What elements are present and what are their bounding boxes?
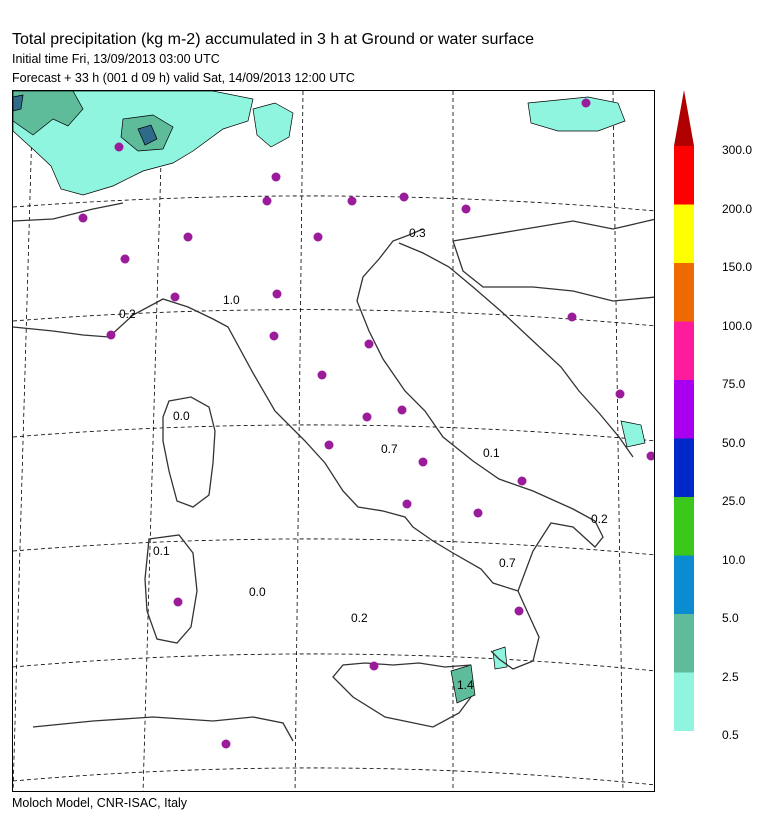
station-marker	[106, 330, 116, 340]
station-marker	[313, 232, 323, 242]
colorbar-label: 100.0	[722, 318, 753, 333]
station-marker	[221, 739, 231, 749]
precip-value-label: 0.7	[381, 442, 398, 456]
colorbar-segment	[674, 438, 694, 497]
station-marker	[170, 292, 180, 302]
station-marker	[399, 192, 409, 202]
colorbar-segment	[674, 497, 694, 556]
station-marker	[183, 232, 193, 242]
colorbar-label: 2.5	[722, 669, 739, 684]
station-marker	[364, 339, 374, 349]
station-marker	[615, 389, 625, 399]
colorbar-segment	[674, 380, 694, 439]
colorbar-label: 50.0	[722, 435, 746, 450]
colorbar-segment	[674, 672, 694, 731]
station-marker	[78, 213, 88, 223]
colorbar-label: 200.0	[722, 201, 753, 216]
precip-value-label: 0.2	[119, 307, 136, 321]
precip-value-label: 0.2	[591, 512, 608, 526]
station-marker	[397, 405, 407, 415]
precip-value-label: 0.0	[173, 409, 190, 423]
station-marker	[514, 606, 524, 616]
station-marker	[120, 254, 130, 264]
station-marker	[114, 142, 124, 152]
colorbar-label: 300.0	[722, 143, 753, 157]
station-marker	[347, 196, 357, 206]
station-marker	[646, 451, 654, 461]
station-marker	[581, 98, 591, 108]
station-marker	[269, 331, 279, 341]
colorbar-arrow	[674, 90, 694, 146]
colorbar-segment	[674, 321, 694, 380]
precip-value-label: 1.4	[457, 678, 474, 692]
precip-value-label: 0.1	[483, 446, 500, 460]
station-marker	[362, 412, 372, 422]
colorbar-segment	[674, 204, 694, 263]
station-marker	[272, 289, 282, 299]
colorbar-label: 150.0	[722, 260, 753, 274]
station-marker	[517, 476, 527, 486]
precip-value-label: 0.2	[351, 611, 368, 625]
station-marker	[317, 370, 327, 380]
colorbar-segment	[674, 263, 694, 322]
precip-value-label: 0.7	[499, 556, 516, 570]
colorbar	[674, 90, 694, 731]
colorbar-label: 10.0	[722, 552, 746, 567]
graticule	[13, 91, 654, 791]
colorbar-label: 25.0	[722, 494, 746, 508]
station-marker	[324, 440, 334, 450]
initial-time-label: Initial time Fri, 13/09/2013 03:00 UTC	[12, 52, 220, 66]
chart-title: Total precipitation (kg m-2) accumulated…	[12, 31, 535, 48]
colorbar-label: 5.0	[722, 611, 739, 625]
colorbar-segment	[674, 614, 694, 673]
station-marker	[369, 661, 379, 671]
coastlines	[13, 202, 654, 742]
map-canvas: 0.3 1.0 0.2 0.0 0.7 0.1 0.2 0.1 0.0 0.2 0.7 1.4	[13, 91, 654, 791]
forecast-label: Forecast + 33 h (001 d 09 h) valid Sat, …	[12, 71, 355, 85]
station-marker	[461, 204, 471, 214]
station-marker	[567, 312, 577, 322]
station-marker	[418, 457, 428, 467]
footer-credit: Moloch Model, CNR-ISAC, Italy	[12, 796, 188, 810]
precip-value-label: 0.1	[153, 544, 170, 558]
precip-values: 0.3 1.0 0.2 0.0 0.7 0.1 0.2 0.1 0.0 0.2 0.7 1.4	[119, 226, 608, 692]
precipitation-map: 0.3 1.0 0.2 0.0 0.7 0.1 0.2 0.1 0.0 0.2 0.7 1.4	[12, 90, 655, 792]
station-marker	[173, 597, 183, 607]
precip-value-label: 0.0	[249, 585, 266, 599]
precip-value-label: 1.0	[223, 293, 240, 307]
stations	[78, 98, 654, 749]
colorbar-label: 0.5	[722, 728, 739, 742]
precip-value-label: 0.3	[409, 226, 426, 240]
colorbar-segment	[674, 146, 694, 205]
station-marker	[262, 196, 272, 206]
colorbar-label: 75.0	[722, 377, 746, 391]
station-marker	[402, 499, 412, 509]
precipitation-areas	[13, 91, 646, 704]
colorbar-segment	[674, 555, 694, 614]
station-marker	[271, 172, 281, 182]
station-marker	[473, 508, 483, 518]
